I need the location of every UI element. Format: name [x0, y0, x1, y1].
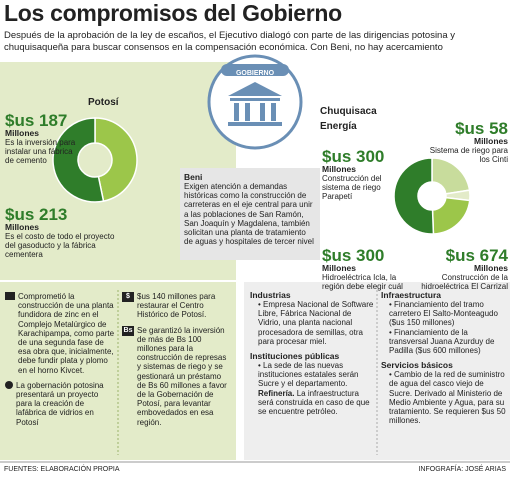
- unit: Millones: [5, 222, 40, 232]
- bullet-icon: [5, 380, 13, 389]
- unit: Millones: [473, 136, 508, 146]
- subtitle: Después de la aprobación de la ley de es…: [4, 30, 456, 53]
- section-text: • Financiamiento de la transversal Juana…: [389, 327, 495, 356]
- section-text: Refinería. La infraestructura será const…: [258, 389, 374, 417]
- beni-text: Exigen atención a demandas históricas co…: [184, 182, 314, 247]
- description: Es la inversión para instalar una fábric…: [5, 138, 76, 166]
- amount: $us 187: [5, 111, 68, 130]
- chuquisaca-item: $us 300 Millones Construcción del sistem…: [322, 148, 394, 202]
- description: Sistema de riego para los Cinti: [429, 146, 508, 165]
- region-subtitle: Energía: [320, 121, 357, 132]
- section-text: • Financiamiento del tramo carretero El …: [389, 300, 498, 328]
- currency-icon: Bs: [122, 325, 134, 336]
- commitment: La gobernación potosina presentará un pr…: [5, 380, 115, 427]
- commitment: Bs Se garantizó la inversión de más de B…: [122, 325, 232, 427]
- donut-segment: [94, 117, 138, 203]
- amount: $us 58: [455, 119, 508, 138]
- government-label: GOBIERNO: [236, 70, 275, 77]
- commitment: Comprometió la construcción de una plant…: [5, 292, 115, 375]
- beni-box: [180, 168, 320, 260]
- region-title: Potosí: [88, 97, 119, 108]
- amount: $us 300: [322, 246, 385, 265]
- beni-text-block: Beni Exigen atención a demandas históric…: [184, 172, 316, 246]
- section-subtitle: Refinería.: [258, 388, 295, 398]
- commitment-column: Industrias • Empresa Nacional de Softwar…: [250, 290, 374, 416]
- currency-icon: $: [122, 292, 134, 302]
- donut-segment: [431, 196, 471, 235]
- government-icon: [207, 54, 303, 150]
- unit: Millones: [473, 263, 508, 273]
- donut-segment: [52, 117, 105, 203]
- chuquisaca-item: $us 300 Millones Hidroeléctrica Icla, la…: [322, 247, 414, 291]
- section-text: • Empresa Nacional de Software Libre, Fá…: [258, 300, 374, 346]
- section-title: Industrias: [250, 290, 291, 300]
- description: Construcción de la hidroeléctrica El Car…: [421, 273, 508, 292]
- description: Construcción del sistema de riego Parape…: [322, 174, 382, 202]
- commitment-text: Se garantizó la inversión de más de Bs 1…: [137, 325, 227, 427]
- title: Los compromisos del Gobierno: [4, 0, 342, 26]
- amount: $us 300: [322, 147, 385, 166]
- potosi-item: $us 187 Millones Es la inversión para in…: [5, 112, 83, 166]
- commitment-text: $us 140 millones para restaurar el Centr…: [137, 292, 216, 320]
- section-title: Infraestructura: [381, 290, 441, 300]
- region-title: Chuquisaca: [320, 106, 377, 117]
- chuquisaca-item: $us 674 Millones Construcción de la hidr…: [412, 247, 508, 291]
- unit: Millones: [322, 164, 357, 174]
- section-text: La infraestructura será construida en ca…: [258, 388, 370, 417]
- source: FUENTES: ELABORACIÓN PROPIA: [4, 466, 120, 473]
- unit: Millones: [322, 263, 357, 273]
- commitment-column: Infraestructura • Financiamiento del tra…: [381, 290, 507, 425]
- commitment-column: $ $us 140 millones para restaurar el Cen…: [122, 292, 232, 427]
- section-text: • La sede de las nuevas instituciones es…: [258, 361, 359, 389]
- amount: $us 213: [5, 205, 68, 224]
- commitment-column: Comprometió la construcción de una plant…: [5, 292, 115, 427]
- factory-icon: [5, 292, 15, 300]
- potosi-item: $us 213 Millones Es el costo de todo el …: [5, 206, 115, 260]
- commitment-text: La gobernación potosina presentará un pr…: [16, 380, 104, 427]
- chuquisaca-item: $us 58 Millones Sistema de riego para lo…: [426, 120, 508, 164]
- beni-title: Beni: [184, 172, 203, 182]
- unit: Millones: [5, 128, 40, 138]
- credit: INFOGRAFÍA: JOSÉ ARIAS: [418, 466, 506, 473]
- description: Hidroeléctrica Icla, la región debe eleg…: [322, 273, 403, 292]
- commitment: $ $us 140 millones para restaurar el Cen…: [122, 292, 232, 320]
- commitment-text: Comprometió la construcción de una plant…: [18, 292, 115, 375]
- description: Es el costo de todo el proyecto del gaso…: [5, 232, 115, 260]
- donut-segment: [393, 157, 435, 235]
- amount: $us 674: [445, 246, 508, 265]
- section-text: • Cambio de la red de suministro de agua…: [389, 370, 506, 426]
- section-title: Instituciones públicas: [250, 351, 340, 362]
- donut-group: [52, 117, 471, 235]
- section-title: Servicios básicos: [381, 360, 453, 371]
